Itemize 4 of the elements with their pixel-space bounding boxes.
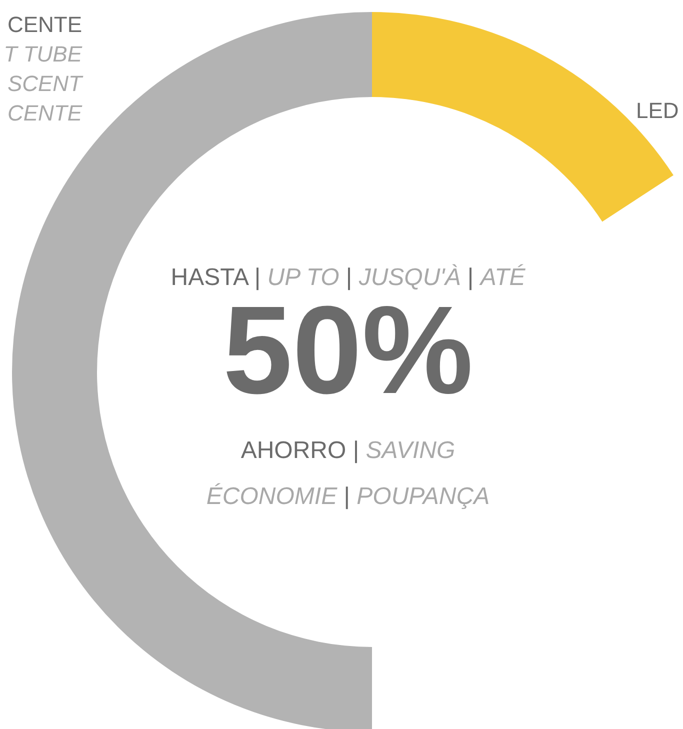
text: ÉCONOMIE | POUPANÇA (206, 483, 490, 510)
slice-label: LED (636, 98, 679, 123)
slice-label: CENTE T TUBE SCENT CENTE (4, 12, 84, 126)
text: AHORRO | SAVING (240, 437, 456, 464)
